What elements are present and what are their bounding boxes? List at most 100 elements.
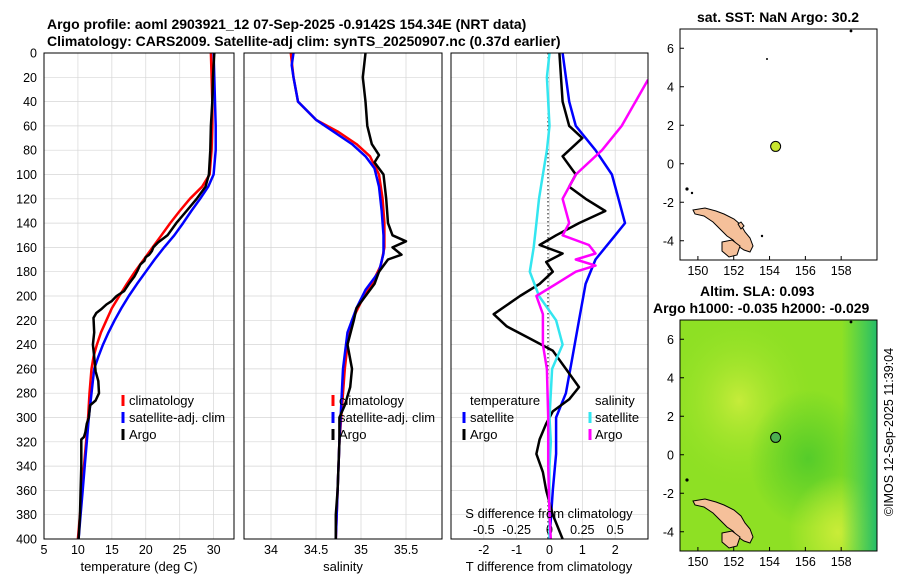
diff-legend-t-argo-label: Argo: [470, 427, 497, 442]
lat-tick-label: 2: [667, 119, 674, 133]
depth-tick-label: 140: [16, 217, 37, 231]
lat-tick-label: 0: [667, 157, 674, 171]
temperature-lines: [76, 52, 217, 540]
sla-map-frame: [679, 319, 878, 552]
difference-series-salinity-Argo: [535, 79, 648, 539]
temperature-series-satellite-adj-clim: [77, 52, 217, 540]
lat-tick-label: -4: [663, 525, 674, 539]
sla-map-subtitle: Argo h1000: -0.035 h2000: -0.029: [653, 300, 870, 316]
sst-map-islet-dot: [690, 191, 694, 195]
lat-tick-label: 4: [667, 80, 674, 94]
salinity-series-argo: [334, 52, 408, 539]
temperature-axis-ticks: 5 10 15 20 25 30: [41, 543, 221, 557]
sla-map-island-main: [692, 498, 754, 544]
x-tick-label: 34.5: [304, 543, 328, 557]
lon-tick-label: 150: [687, 555, 708, 569]
salinity-axis-ticks: 34 34.5 35 35.5: [264, 543, 418, 557]
difference-legend: temperature satellite Argo salinity sate…: [462, 393, 639, 442]
difference-panel: -2 -1 0 1 2 -0.5 -0.25 0 0.25 0.5 T difference f…: [450, 52, 649, 574]
lat-tick-label: -4: [663, 234, 674, 248]
sst-map-frame: [679, 28, 878, 261]
lon-tick-label: 152: [723, 264, 744, 278]
depth-tick-label: 360: [16, 484, 37, 498]
lat-tick-label: -2: [663, 196, 674, 210]
depth-tick-label: 240: [16, 338, 37, 352]
sst-map-islet: [737, 221, 745, 230]
difference-lines: [492, 53, 648, 539]
lon-tick-label: 154: [759, 264, 780, 278]
diff-legend-salinity-title: salinity: [595, 393, 635, 408]
depth-tick-label: 20: [23, 71, 37, 85]
salinity-grid: [244, 52, 442, 540]
depth-tick-label: 340: [16, 460, 37, 474]
x-tick-label: 35: [354, 543, 368, 557]
x-tick-label: -2: [478, 543, 489, 557]
depth-tick-label: 60: [23, 119, 37, 133]
lon-tick-label: 158: [831, 264, 852, 278]
legend-satellite-label: satellite-adj. clim: [129, 410, 225, 425]
lon-tick-label: 150: [687, 264, 708, 278]
lat-tick-label: 6: [667, 333, 674, 347]
lon-tick-label: 156: [795, 264, 816, 278]
t-difference-xlabel: T difference from climatology: [466, 559, 633, 574]
lon-tick-label: 154: [759, 555, 780, 569]
depth-tick-label: 400: [16, 533, 37, 547]
lat-tick-label: -2: [663, 487, 674, 501]
diff-legend-temperature-title: temperature: [470, 393, 540, 408]
sst-map-title: sat. SST: NaN Argo: 30.2: [697, 9, 859, 25]
x-tick-label: 20: [139, 543, 153, 557]
depth-tick-label: 320: [16, 435, 37, 449]
diff-legend-s-satellite-label: satellite: [595, 410, 639, 425]
sst-map-lon-ticks: 150 152 154 156 158: [687, 256, 852, 278]
difference-frame: [450, 52, 649, 540]
x-tick-label: 30: [207, 543, 221, 557]
lon-tick-label: 152: [723, 555, 744, 569]
salinity-lines: [289, 52, 408, 540]
x-tick-label: 34: [264, 543, 278, 557]
s-difference-label: S difference from climatology: [465, 506, 633, 521]
sst-float-marker: [770, 140, 782, 152]
legend-argo-label: Argo: [129, 427, 156, 442]
sst-map-island-south: [721, 239, 741, 258]
sst-map-island-main: [692, 207, 754, 253]
sal-legend-argo-label: Argo: [339, 427, 366, 442]
sla-map-lat-ticks: -4 -2 0 2 4 6: [663, 333, 684, 539]
sst-map-islet-dot: [760, 234, 764, 238]
depth-tick-label: 40: [23, 95, 37, 109]
sst-map-panel: sat. SST: NaN Argo: 30.2 150 152 154 156 158…: [663, 9, 878, 278]
sla-map-panel: Altim. SLA: 0.093 Argo h1000: -0.035 h20…: [653, 283, 878, 569]
sst-map-land: [685, 29, 853, 258]
depth-tick-label: 120: [16, 192, 37, 206]
lat-tick-label: 0: [667, 448, 674, 462]
depth-tick-label: 260: [16, 362, 37, 376]
imos-watermark: ©IMOS 12-Sep-2025 11:39:04: [882, 348, 896, 516]
salinity-frame: [243, 52, 443, 540]
title-line-1: Argo profile: aoml 2903921_12 07-Sep-202…: [47, 16, 526, 32]
sla-map-islet-dot: [685, 478, 689, 482]
x-tick-label: 2: [612, 543, 619, 557]
temperature-xlabel: temperature (deg C): [80, 559, 197, 574]
s-tick-label: -0.5: [473, 523, 495, 537]
salinity-xlabel: salinity: [323, 559, 363, 574]
title-line-2: Climatology: CARS2009. Satellite-adj cli…: [47, 33, 561, 49]
depth-tick-label: 200: [16, 290, 37, 304]
s-tick-label: -0.25: [502, 523, 531, 537]
temperature-grid: [43, 52, 234, 540]
depth-tick-label: 100: [16, 168, 37, 182]
t-difference-axis-ticks: -2 -1 0 1 2: [478, 543, 618, 557]
x-tick-label: 5: [41, 543, 48, 557]
x-tick-label: 0: [546, 543, 553, 557]
depth-tick-label: 300: [16, 411, 37, 425]
diff-legend-s-argo-label: Argo: [595, 427, 622, 442]
sla-map-islet-dot: [849, 320, 853, 324]
lat-tick-label: 2: [667, 410, 674, 424]
depth-tick-label: 220: [16, 314, 37, 328]
depth-tick-label: 0: [30, 47, 37, 61]
sst-map-islet-dot: [849, 29, 853, 33]
depth-axis-ticks: 0 20 40 60 80 100 120 140 160 180 200 220 240 260 280 3…: [16, 47, 37, 547]
s-tick-label: 0.25: [570, 523, 594, 537]
x-tick-label: 10: [71, 543, 85, 557]
sst-map-lat-ticks: -4 -2 0 2 4 6: [663, 42, 684, 248]
lat-tick-label: 6: [667, 42, 674, 56]
